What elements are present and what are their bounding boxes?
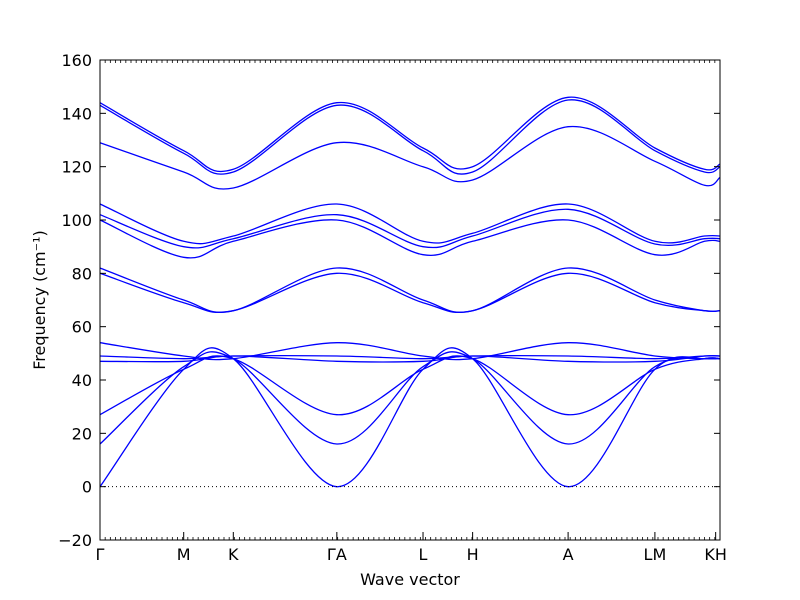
phonon-bands [99, 96, 721, 488]
x-tick-label: L [419, 545, 428, 564]
x-tick-label: A [563, 545, 574, 564]
x-tick-label: KH [704, 545, 727, 564]
high-symmetry-lines: Γ M K ΓA L H A LM KH [96, 532, 727, 564]
x-tick-label: M [177, 545, 191, 564]
y-axis-label: Frequency (cm⁻¹) [30, 230, 49, 369]
x-axis-label: Wave vector [360, 570, 460, 589]
x-tick-label: K [228, 545, 239, 564]
y-tick-label: 140 [61, 104, 92, 123]
phonon-band-line [99, 96, 721, 173]
x-tick-label: ΓA [327, 545, 347, 564]
y-tick-label: 120 [61, 158, 92, 177]
x-tick-label: LM [644, 545, 667, 564]
phonon-band-line [99, 99, 721, 175]
phonon-band-line [99, 267, 721, 313]
plot-frame [99, 59, 721, 541]
y-tick-label: 80 [72, 264, 92, 283]
x-tick-label: H [467, 545, 479, 564]
phonon-band-line [99, 208, 721, 249]
y-tick-label: 100 [61, 211, 92, 230]
phonon-band-line [99, 347, 721, 488]
y-tick-label: −20 [58, 531, 92, 550]
phonon-band-line [99, 126, 721, 190]
phonon-band-line [99, 351, 721, 445]
phonon-band-line [99, 355, 721, 416]
phonon-band-line [99, 203, 721, 245]
y-tick-label: 160 [61, 51, 92, 70]
x-tick-label: Γ [96, 545, 105, 564]
plot-area-background [100, 60, 720, 540]
phonon-band-line [99, 272, 721, 314]
y-axis-ticks: −20 0 20 40 60 80 100 120 140 160 [58, 51, 720, 550]
y-tick-label: 20 [72, 424, 92, 443]
y-tick-label: 40 [72, 371, 92, 390]
y-tick-label: 60 [72, 318, 92, 337]
y-tick-label: 0 [82, 478, 92, 497]
phonon-band-line [99, 219, 721, 259]
